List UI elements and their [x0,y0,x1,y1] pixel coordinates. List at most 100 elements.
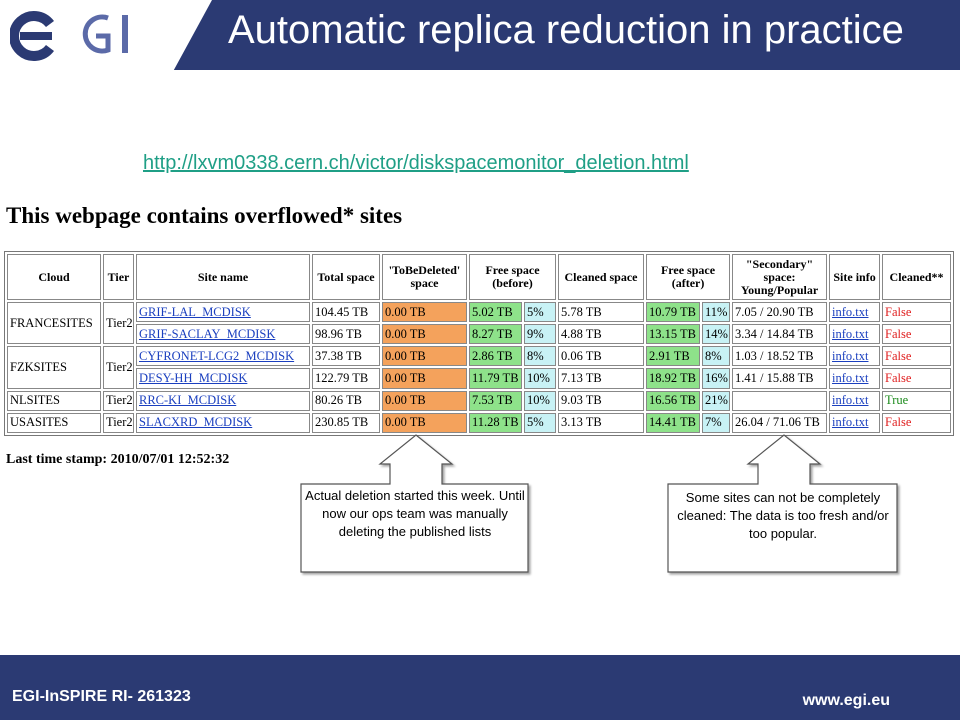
cleaned-flag-cell: False [882,368,952,389]
total-space-cell: 104.45 TB [312,302,380,323]
free-after-pct-cell: 16% [702,368,731,389]
free-before-pct-cell: 9% [524,324,557,345]
table-row: NLSITES Tier2 RRC-KI_MCDISK 80.26 TB 0.0… [7,390,952,411]
free-before-cell: 11.79 TB [469,368,522,389]
secondary-space-cell: 1.03 / 18.52 TB [732,346,828,367]
total-space-cell: 230.85 TB [312,412,380,433]
header-free-after-label: Free space (after) [660,263,716,290]
header-site-info: Site info [829,254,881,300]
info-link[interactable]: info.txt [832,348,869,363]
cleaned-flag-cell: False [882,412,952,433]
footer-project-id: EGI-InSPIRE RI- 261323 [12,688,191,705]
free-before-pct-cell: 5% [524,302,557,323]
header-free-after: Free space (after) [646,254,731,300]
logo-container [0,0,212,70]
info-link[interactable]: info.txt [832,415,869,430]
tobedeleted-cell: 0.00 TB [382,368,467,389]
cloud-cell: USASITES [7,412,101,433]
overflowed-sites-table: Cloud Tier Site name Total space 'ToBeDe… [4,251,955,436]
tier-cell: Tier2 [103,302,134,345]
free-before-pct-cell: 10% [524,390,557,411]
tier-cell: Tier2 [103,390,134,411]
site-link[interactable]: GRIF-LAL_MCDISK [139,304,251,319]
tier-cell: Tier2 [103,346,134,389]
site-link[interactable]: GRIF-SACLAY_MCDISK [139,326,276,341]
slide-header: Automatic replica reduction in practice [0,0,960,70]
secondary-space-cell: 1.41 / 15.88 TB [732,368,828,389]
tobedeleted-cell: 0.00 TB [382,412,467,433]
secondary-space-cell: 3.34 / 14.84 TB [732,324,828,345]
callout-left-text: Actual deletion started this week. Until… [305,488,525,539]
cloud-cell: NLSITES [7,390,101,411]
header-free-before-label: Free space (before) [485,263,540,290]
free-after-cell: 18.92 TB [646,368,701,389]
table-row: DESY-HH_MCDISK 122.79 TB 0.00 TB 11.79 T… [7,368,952,389]
header-secondary: "Secondary" space: Young/Popular [732,254,828,300]
total-space-cell: 122.79 TB [312,368,380,389]
cleaned-flag-cell: False [882,302,952,323]
free-after-pct-cell: 11% [702,302,731,323]
cleaned-space-cell: 7.13 TB [558,368,645,389]
table-row: GRIF-SACLAY_MCDISK 98.96 TB 0.00 TB 8.27… [7,324,952,345]
tobedeleted-cell: 0.00 TB [382,346,467,367]
free-after-cell: 10.79 TB [646,302,701,323]
free-before-cell: 8.27 TB [469,324,522,345]
header-tobedeleted: 'ToBeDeleted' space [382,254,467,300]
cleaned-space-cell: 3.13 TB [558,412,645,433]
header-tobedeleted-label: 'ToBeDeleted' space [388,263,461,290]
free-before-cell: 5.02 TB [469,302,522,323]
header-cloud: Cloud [7,254,101,300]
free-after-cell: 14.41 TB [646,412,701,433]
egi-logo [10,11,128,61]
free-before-pct-cell: 8% [524,346,557,367]
cloud-cell: FZKSITES [7,346,101,389]
last-timestamp: Last time stamp: 2010/07/01 12:52:32 [6,452,230,467]
table-header-row: Cloud Tier Site name Total space 'ToBeDe… [7,254,952,300]
cleaned-space-cell: 0.06 TB [558,346,645,367]
monitor-url-link[interactable]: http://lxvm0338.cern.ch/victor/diskspace… [143,152,689,174]
total-space-cell: 98.96 TB [312,324,380,345]
tobedeleted-cell: 0.00 TB [382,324,467,345]
site-link[interactable]: RRC-KI_MCDISK [139,393,237,408]
cleaned-flag-cell: False [882,324,952,345]
header-cleaned-space: Cleaned space [558,254,645,300]
cleaned-space-cell: 4.88 TB [558,324,645,345]
site-link[interactable]: CYFRONET-LCG2_MCDISK [139,348,295,363]
free-after-pct-cell: 8% [702,346,731,367]
free-after-pct-cell: 14% [702,324,731,345]
header-free-before: Free space (before) [469,254,557,300]
tobedeleted-cell: 0.00 TB [382,302,467,323]
free-before-pct-cell: 5% [524,412,557,433]
cleaned-flag-cell: False [882,346,952,367]
free-before-cell: 2.86 TB [469,346,522,367]
header-cleaned: Cleaned** [882,254,952,300]
free-after-cell: 2.91 TB [646,346,701,367]
header-site-name: Site name [136,254,310,300]
info-link[interactable]: info.txt [832,304,869,319]
site-link[interactable]: SLACXRD_MCDISK [139,415,253,430]
info-link[interactable]: info.txt [832,393,869,408]
secondary-space-cell: 7.05 / 20.90 TB [732,302,828,323]
info-link[interactable]: info.txt [832,326,869,341]
secondary-space-cell: 26.04 / 71.06 TB [732,412,828,433]
cleaned-space-cell: 9.03 TB [558,390,645,411]
header-total-space: Total space [312,254,380,300]
free-before-cell: 7.53 TB [469,390,522,411]
secondary-space-cell [732,390,828,411]
table-row: FRANCESITES Tier2 GRIF-LAL_MCDISK 104.45… [7,302,952,345]
tier-cell: Tier2 [103,412,134,433]
header-tier: Tier [103,254,134,300]
free-before-cell: 11.28 TB [469,412,522,433]
info-link[interactable]: info.txt [832,371,869,386]
header-secondary-label: "Secondary" space: Young/Popular [740,256,819,297]
footer-website: www.egi.eu [802,692,890,709]
cleaned-space-cell: 5.78 TB [558,302,645,323]
cleaned-flag-cell: True [882,390,952,411]
free-after-pct-cell: 21% [702,390,731,411]
free-before-pct-cell: 10% [524,368,557,389]
slide-title: Automatic replica reduction in practice [228,8,904,52]
table-row: USASITES Tier2 SLACXRD_MCDISK 230.85 TB … [7,412,952,433]
callout-right-text: Some sites can not be completely cleaned… [677,490,889,541]
site-link[interactable]: DESY-HH_MCDISK [139,371,248,386]
total-space-cell: 37.38 TB [312,346,380,367]
